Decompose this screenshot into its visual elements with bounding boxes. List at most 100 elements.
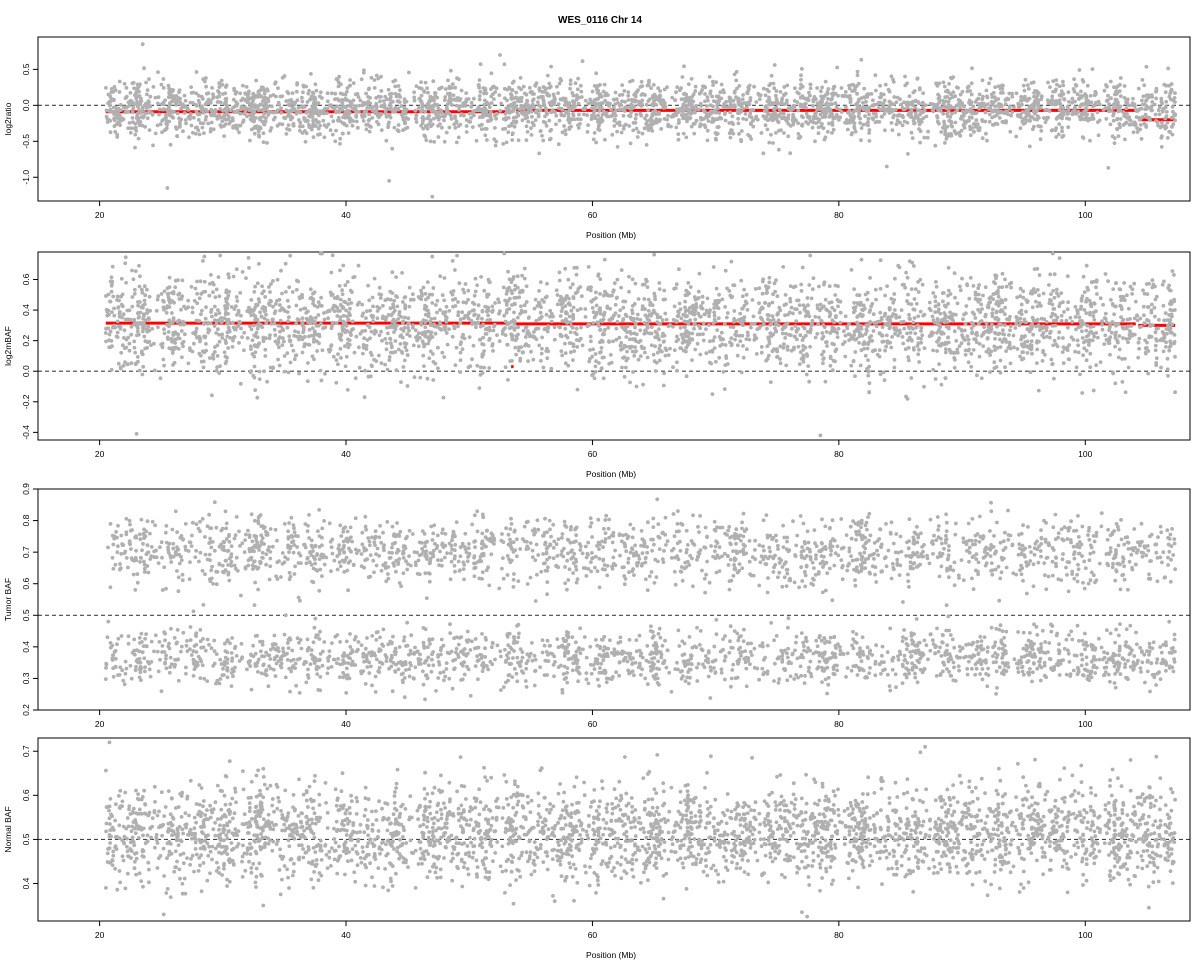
data-point xyxy=(651,352,656,357)
data-point xyxy=(497,93,502,97)
data-point xyxy=(799,82,803,87)
data-point xyxy=(763,104,768,109)
data-point xyxy=(764,358,768,363)
data-point xyxy=(323,325,328,330)
data-point xyxy=(440,125,444,130)
data-point xyxy=(757,97,762,102)
data-point xyxy=(167,86,172,91)
data-point xyxy=(931,348,935,353)
data-point xyxy=(921,116,926,120)
data-point xyxy=(1010,110,1015,114)
data-point xyxy=(734,78,739,83)
data-point xyxy=(1138,123,1143,127)
data-point xyxy=(844,105,848,109)
data-point xyxy=(536,95,541,100)
data-point xyxy=(262,91,267,96)
data-point xyxy=(681,116,685,121)
data-point xyxy=(190,310,195,315)
data-point xyxy=(997,116,1002,120)
data-point xyxy=(800,94,805,99)
data-point xyxy=(132,102,137,106)
data-point xyxy=(544,110,549,115)
data-point xyxy=(995,122,1000,126)
data-point xyxy=(146,324,151,329)
data-point xyxy=(277,303,282,307)
data-point xyxy=(868,308,873,313)
data-point xyxy=(920,100,925,105)
data-point xyxy=(730,114,735,119)
data-point xyxy=(650,129,655,133)
data-point xyxy=(620,107,624,112)
data-point xyxy=(943,141,947,145)
data-point xyxy=(388,115,393,120)
data-point xyxy=(341,263,346,268)
y-tick-label: -0.2 xyxy=(21,394,31,409)
data-point xyxy=(650,112,655,117)
data-point xyxy=(942,122,947,127)
data-point xyxy=(426,90,430,95)
data-point xyxy=(733,89,737,94)
data-point xyxy=(174,125,178,130)
data-point xyxy=(457,104,462,109)
data-point xyxy=(1021,122,1026,126)
data-point xyxy=(368,106,372,110)
data-point xyxy=(303,116,307,121)
data-point xyxy=(706,119,711,123)
data-point xyxy=(1008,129,1013,134)
data-point xyxy=(737,102,742,107)
data-point xyxy=(119,276,124,281)
data-point xyxy=(271,317,275,322)
data-point xyxy=(1081,353,1085,358)
data-point xyxy=(485,138,489,142)
data-point xyxy=(754,352,759,356)
data-point xyxy=(647,80,651,85)
data-point xyxy=(276,323,281,328)
data-point xyxy=(370,116,375,120)
data-point xyxy=(1156,123,1160,128)
data-point xyxy=(711,104,715,109)
data-point xyxy=(1009,285,1013,290)
data-point xyxy=(177,125,182,129)
data-point xyxy=(263,354,268,358)
data-point xyxy=(975,297,980,302)
data-point xyxy=(187,135,191,140)
data-point xyxy=(1078,94,1083,98)
data-point xyxy=(570,282,575,287)
data-point xyxy=(526,107,531,112)
data-point xyxy=(574,326,579,331)
data-point xyxy=(231,97,236,102)
data-point xyxy=(386,122,391,127)
data-point xyxy=(977,92,982,97)
data-point xyxy=(383,94,388,99)
data-point xyxy=(836,326,841,331)
data-point xyxy=(396,347,401,352)
data-point xyxy=(1052,376,1056,381)
data-point xyxy=(998,370,1003,375)
data-point xyxy=(795,100,800,104)
data-point xyxy=(179,307,183,312)
data-point xyxy=(591,137,596,142)
data-point xyxy=(1108,122,1113,127)
data-point xyxy=(1153,112,1158,117)
data-point xyxy=(284,99,289,103)
data-point xyxy=(145,116,150,121)
data-point xyxy=(714,359,718,364)
data-point xyxy=(301,83,306,88)
data-point xyxy=(1028,106,1032,111)
data-point xyxy=(167,275,172,280)
data-point xyxy=(230,320,235,325)
data-point xyxy=(850,83,854,87)
data-point xyxy=(804,333,808,338)
data-point xyxy=(108,130,113,135)
data-point xyxy=(951,75,956,79)
data-point xyxy=(179,329,184,333)
data-point xyxy=(1119,298,1124,303)
data-point xyxy=(941,125,945,130)
data-point xyxy=(1114,97,1119,102)
data-point xyxy=(148,104,153,109)
data-point xyxy=(450,82,455,86)
data-point xyxy=(249,298,254,302)
data-point xyxy=(1051,289,1056,293)
data-point xyxy=(1098,296,1103,301)
data-point xyxy=(526,119,531,124)
